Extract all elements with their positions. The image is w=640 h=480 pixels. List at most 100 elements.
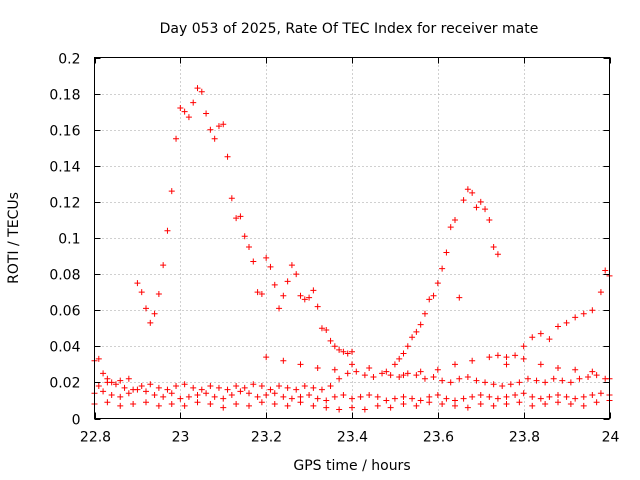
data-point — [572, 395, 579, 402]
data-point — [108, 392, 115, 399]
data-point — [426, 296, 433, 303]
data-point — [224, 153, 231, 160]
data-point — [426, 399, 433, 406]
x-tick-labels: 22.8 23 23.2 23.4 23.6 23.8 24 — [80, 430, 620, 446]
data-point — [228, 392, 235, 399]
data-point — [327, 383, 334, 390]
y-tick-labels: 0 0.02 0.04 0.06 0.08 0.1 0.12 0.14 0.16 0.18 0.2 — [49, 52, 80, 429]
data-point — [151, 392, 158, 399]
data-point — [331, 343, 338, 350]
y-tick-label: 0.04 — [49, 340, 80, 356]
data-point — [211, 393, 218, 400]
data-point — [194, 85, 201, 92]
data-point — [580, 402, 587, 409]
data-point — [400, 401, 407, 408]
data-point — [117, 402, 124, 409]
data-point — [271, 281, 278, 288]
data-point — [417, 397, 424, 404]
data-point — [391, 361, 398, 368]
data-point — [361, 406, 368, 413]
data-point — [100, 370, 107, 377]
data-point — [447, 224, 454, 231]
data-point — [117, 393, 124, 400]
data-point — [327, 337, 334, 344]
data-point — [173, 135, 180, 142]
data-point — [233, 215, 240, 222]
data-point — [117, 377, 124, 384]
data-point — [293, 386, 300, 393]
data-point — [323, 404, 330, 411]
data-point — [241, 384, 248, 391]
data-point — [138, 383, 145, 390]
data-point — [177, 395, 184, 402]
x-tick-label: 22.8 — [80, 430, 111, 446]
data-point — [323, 327, 330, 334]
data-point — [224, 386, 231, 393]
data-point — [181, 402, 188, 409]
data-point — [473, 377, 480, 384]
data-point — [537, 330, 544, 337]
data-point — [529, 334, 536, 341]
data-point — [602, 267, 609, 274]
data-point — [181, 108, 188, 115]
data-point — [297, 393, 304, 400]
data-point — [353, 368, 360, 375]
data-point — [593, 372, 600, 379]
data-point — [439, 401, 446, 408]
data-point — [443, 395, 450, 402]
data-point — [555, 364, 561, 371]
data-point — [349, 404, 355, 411]
data-point — [301, 296, 308, 303]
data-point — [529, 402, 536, 409]
data-point — [177, 105, 184, 112]
data-point — [314, 364, 321, 371]
data-point — [121, 384, 128, 391]
data-point — [258, 290, 265, 297]
data-point — [254, 393, 261, 400]
data-point — [331, 366, 338, 373]
data-point — [143, 399, 149, 406]
data-point — [246, 244, 252, 251]
data-point — [143, 305, 149, 312]
chart-title: Day 053 of 2025, Rate Of TEC Index for r… — [160, 21, 539, 37]
data-point — [391, 395, 398, 402]
data-point — [537, 361, 544, 368]
data-point — [486, 216, 493, 223]
data-point — [383, 397, 390, 404]
data-point — [434, 280, 441, 287]
data-point — [314, 395, 321, 402]
data-point — [318, 386, 325, 393]
data-point — [374, 393, 381, 400]
data-point — [288, 262, 295, 269]
data-point — [597, 390, 604, 397]
data-point — [310, 287, 317, 294]
data-point — [464, 186, 471, 193]
data-point — [349, 361, 355, 368]
data-point — [293, 271, 300, 278]
data-point — [112, 381, 119, 388]
data-point — [306, 294, 313, 301]
data-point — [555, 392, 561, 399]
data-point — [125, 390, 132, 397]
data-point — [404, 343, 411, 350]
data-point — [151, 310, 158, 317]
y-tick-label: 0.16 — [49, 124, 80, 140]
data-point — [267, 386, 274, 393]
data-point — [486, 354, 493, 361]
data-point — [297, 292, 304, 299]
data-point — [284, 384, 291, 391]
data-point — [520, 355, 527, 362]
data-point — [203, 390, 210, 397]
data-point — [194, 399, 201, 406]
data-point — [473, 204, 480, 211]
data-point — [168, 188, 175, 195]
data-point — [503, 401, 510, 408]
data-point — [271, 401, 278, 408]
data-point — [246, 402, 252, 409]
data-point — [482, 379, 489, 386]
x-tick-label: 23.4 — [337, 430, 368, 446]
data-point — [430, 373, 437, 380]
x-tick-label: 23.6 — [423, 430, 454, 446]
data-point — [254, 289, 261, 296]
